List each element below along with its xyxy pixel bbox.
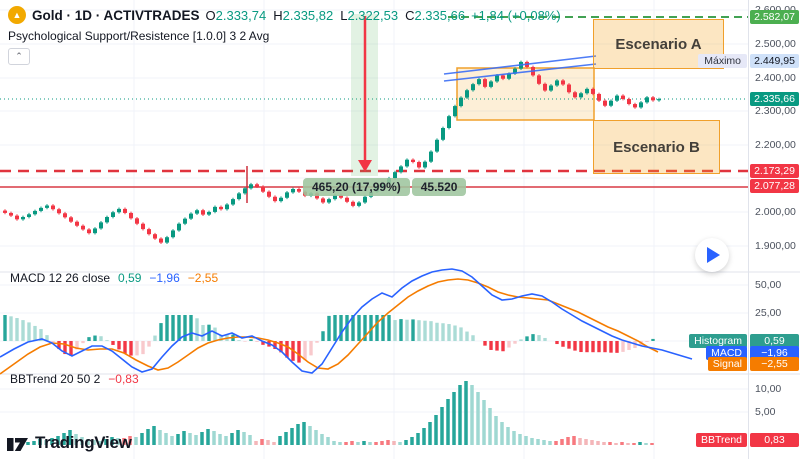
symbol-logo-icon: ▲: [8, 6, 26, 24]
bbtrend-legend[interactable]: BBTrend 20 50 2 −0,83: [10, 372, 139, 386]
bbtrend-value: −0,83: [108, 372, 139, 386]
indicator-tag-pill: Histogram: [689, 334, 747, 348]
macd-title: MACD 12 26 close: [10, 271, 111, 285]
ohlc-pair: L2.322,53: [340, 7, 399, 23]
axis-tick-label: 1.900,00: [755, 240, 796, 252]
axis-tick-label: 10,00: [755, 383, 782, 395]
price-badge: 0,59: [750, 334, 799, 348]
ohlc-values: O2.333,74 H2.335,82 L2.322,53 C2.335,66: [206, 8, 466, 23]
measure-label[interactable]: 465,20 (17,99%) 45.520: [303, 178, 467, 196]
escenario-b-label: Escenario B: [613, 138, 700, 156]
price-badge: 2.582,07: [750, 10, 799, 24]
trendlines: [443, 55, 597, 82]
price-badge: 2.335,66: [750, 92, 799, 106]
macd-histogram-value: 0,59: [118, 271, 142, 285]
ohlc-pair: O2.333,74: [205, 7, 267, 23]
symbol-title[interactable]: Gold · 1D · ACTIVTRADES: [32, 7, 200, 23]
macd-line-value: −1,96: [149, 271, 180, 285]
macd-legend[interactable]: MACD 12 26 close 0,59 −1,96 −2,55: [10, 271, 218, 285]
event-band-arrow: [351, 14, 378, 176]
change-value: +1,84 (+0,08%): [471, 7, 561, 23]
axis-tick-label: 2.300,00: [755, 105, 796, 117]
maximo-label: Máximo: [698, 54, 747, 68]
price-badge: 0,83: [750, 433, 799, 447]
price-badge: −2,55: [750, 357, 799, 371]
ohlc-pair: C2.335,66: [405, 7, 466, 23]
price-badge: 2.173,29: [750, 164, 799, 178]
scroll-to-realtime-button[interactable]: [695, 238, 729, 272]
axis-tick-label: 5,00: [755, 406, 776, 418]
escenario-a-label: Escenario A: [615, 35, 702, 53]
tradingview-logo-icon: [7, 438, 28, 451]
play-icon: [707, 247, 720, 263]
axis-tick-label: 2.200,00: [755, 139, 796, 151]
price-badge: −1,96: [750, 346, 799, 360]
axis-tick-label: 2.500,00: [755, 38, 796, 50]
collapse-legend-button[interactable]: ⌃: [8, 48, 30, 65]
indicator-tag-pill: MACD: [706, 346, 747, 360]
tradingview-watermark[interactable]: TradingView: [6, 433, 132, 453]
measure-extra: 45.520: [411, 178, 467, 196]
tradingview-logo-text: TradingView: [35, 433, 132, 452]
symbol-legend: ▲ Gold · 1D · ACTIVTRADES O2.333,74 H2.33…: [8, 6, 561, 24]
price-badge: 2.077,28: [750, 179, 799, 193]
ohlc-pair: H2.335,82: [273, 7, 334, 23]
escenario-b-box[interactable]: Escenario B: [593, 120, 720, 174]
axis-tick-label: 25,00: [755, 307, 782, 319]
bbtrend-title: BBTrend 20 50 2: [10, 372, 101, 386]
macd-pane: [0, 268, 693, 375]
indicator-title[interactable]: Psychological Support/Resistence [1.0.0]…: [8, 29, 270, 43]
indicator-tag-pill: Signal: [707, 357, 747, 371]
macd-signal-value: −2,55: [187, 271, 219, 285]
axis-tick-label: 50,00: [755, 279, 782, 291]
axis-tick-label: 2.400,00: [755, 72, 796, 84]
axis-tick-label: 2.000,00: [755, 206, 796, 218]
measure-price-change: 465,20 (17,99%): [303, 178, 410, 196]
price-scale[interactable]: 2.600,002.500,002.400,002.300,002.200,00…: [748, 0, 800, 459]
price-badge: 2.449,95: [750, 54, 799, 68]
candles-layer: [3, 60, 661, 244]
indicator-tag-pill: BBTrend: [695, 433, 747, 447]
bbtrend-pane: [26, 381, 654, 445]
